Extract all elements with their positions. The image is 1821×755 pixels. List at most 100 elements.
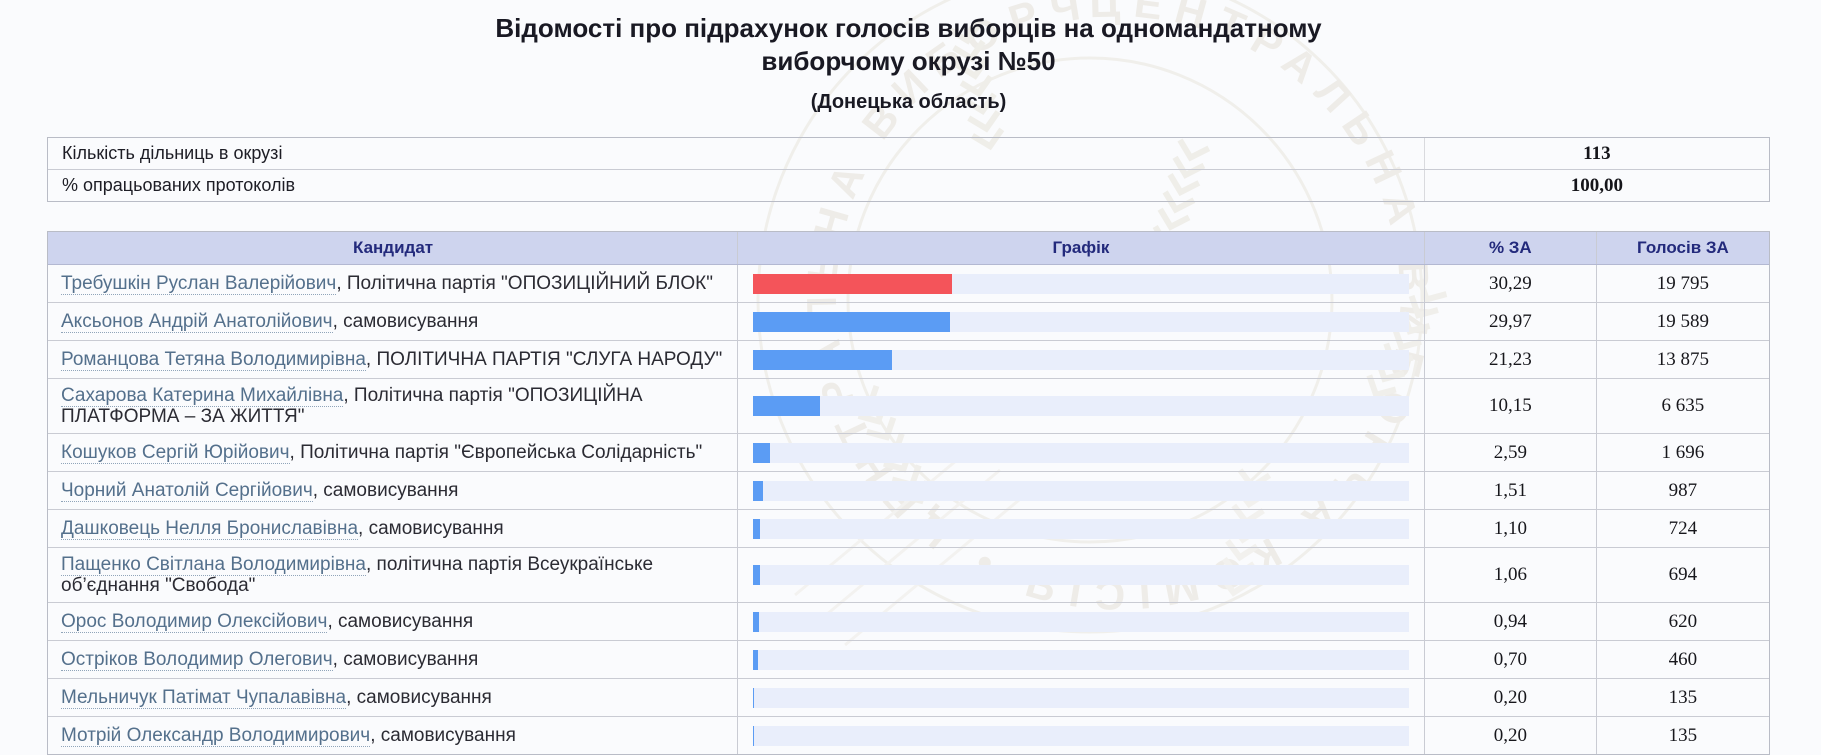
chart-cell: [738, 641, 1425, 678]
result-bar: [753, 649, 758, 670]
candidate-link[interactable]: Романцова Тетяна Володимирівна: [61, 349, 366, 371]
votes-cell: 135: [1668, 686, 1698, 708]
candidate-cell: Чорний Анатолій Сергійович, самовисуванн…: [48, 472, 739, 509]
percent-cell: 1,06: [1425, 548, 1597, 602]
candidate-link[interactable]: Орос Володимир Олексійович: [61, 611, 328, 633]
candidate-link[interactable]: Требушкін Руслан Валерійович: [61, 273, 337, 295]
chart-cell: [738, 379, 1425, 433]
table-row: Требушкін Руслан Валерійович, Політична …: [48, 265, 1769, 302]
table-row: Пащенко Світлана Володимирівна, політичн…: [48, 547, 1769, 602]
table-row: Сахарова Катерина Михайлівна, Політична …: [48, 378, 1769, 433]
bar-track: [753, 687, 1409, 708]
votes-cell: 19 795: [1656, 272, 1710, 294]
percent-cell: 0,70: [1425, 641, 1597, 678]
header-chart: Графік: [738, 232, 1425, 264]
chart-cell: [738, 341, 1425, 378]
candidate-cell: Сахарова Катерина Михайлівна, Політична …: [48, 379, 739, 433]
votes-cell: 694: [1668, 564, 1698, 585]
results-table: Кандидат Графік % ЗА Голосів ЗА Требушкі…: [47, 231, 1770, 755]
candidate-affiliation: , Політична партія "ОПОЗИЦІЙНА ПЛАТФОРМА…: [61, 385, 643, 427]
candidate-affiliation: , самовисування: [346, 687, 492, 708]
chart-cell: [738, 265, 1425, 302]
percent-cell: 30,29: [1425, 265, 1597, 302]
candidate-affiliation: , самовисування: [370, 725, 516, 746]
votes-cell: 19 589: [1656, 310, 1710, 332]
summary-row-precincts: Кількість дільниць в окрузі 113: [48, 138, 1769, 169]
table-header-row: Кандидат Графік % ЗА Голосів ЗА: [48, 232, 1769, 265]
summary-label: Кількість дільниць в окрузі: [62, 143, 283, 163]
bar-track: [753, 611, 1409, 632]
table-row: Орос Володимир Олексійович, самовисуванн…: [48, 602, 1769, 640]
candidate-cell: Орос Володимир Олексійович, самовисуванн…: [48, 603, 739, 640]
percent-cell: 2,59: [1425, 434, 1597, 471]
votes-cell: 13 875: [1656, 348, 1710, 370]
candidate-link[interactable]: Дашковець Нелля Брониславівна: [61, 518, 359, 540]
bar-track: [753, 396, 1409, 416]
candidate-affiliation: , самовисування: [332, 649, 479, 670]
bar-track: [753, 725, 1409, 746]
votes-cell: 987: [1668, 479, 1698, 501]
percent-cell: 0,94: [1425, 603, 1597, 640]
bar-track: [753, 273, 1409, 294]
candidate-link[interactable]: Мельничук Патімат Чупалавівна: [61, 687, 347, 709]
candidate-cell: Требушкін Руслан Валерійович, Політична …: [48, 265, 739, 302]
candidate-cell: Пащенко Світлана Володимирівна, політичн…: [48, 548, 739, 602]
bar-track: [753, 649, 1409, 670]
table-row: Чорний Анатолій Сергійович, самовисуванн…: [48, 471, 1769, 509]
bar-track: [753, 518, 1409, 539]
votes-cell: 6 635: [1661, 395, 1705, 416]
chart-cell: [738, 679, 1425, 716]
summary-value: 113: [1423, 138, 1769, 169]
percent-cell: 0,20: [1425, 717, 1597, 754]
candidate-affiliation: , самовисування: [358, 518, 504, 539]
result-bar: [753, 311, 950, 332]
result-bar: [753, 687, 755, 708]
percent-cell: 21,23: [1425, 341, 1597, 378]
header-votes: Голосів ЗА: [1637, 238, 1729, 257]
candidate-link[interactable]: Пащенко Світлана Володимирівна: [61, 554, 366, 576]
candidate-affiliation: , самовисування: [327, 611, 474, 632]
result-bar: [753, 396, 820, 416]
candidate-affiliation: , Політична партія "Європейська Солідарн…: [289, 442, 703, 463]
result-bar: [753, 611, 760, 632]
table-row: Мельничук Патімат Чупалавівна, самовисув…: [48, 678, 1769, 716]
table-row: Дашковець Нелля Брониславівна, самовисув…: [48, 509, 1769, 547]
percent-cell: 0,20: [1425, 679, 1597, 716]
result-bar: [753, 273, 952, 294]
chart-cell: [738, 717, 1425, 754]
header-percent: % ЗА: [1425, 232, 1597, 264]
table-row: Кошуков Сергій Юрійович, Політична парті…: [48, 433, 1769, 471]
bar-track: [753, 349, 1409, 370]
summary-value: 100,00: [1423, 170, 1769, 201]
percent-cell: 29,97: [1425, 303, 1597, 340]
votes-cell: 460: [1668, 648, 1698, 670]
candidate-affiliation: , Політична партія "ОПОЗИЦІЙНИЙ БЛОК": [336, 273, 713, 294]
result-bar: [753, 565, 761, 585]
candidate-link[interactable]: Аксьонов Андрій Анатолійович: [61, 311, 333, 333]
candidate-cell: Дашковець Нелля Брониславівна, самовисув…: [48, 510, 739, 547]
result-bar: [753, 480, 763, 501]
result-bar: [753, 725, 755, 746]
summary-row-protocols: % опрацьованих протоколів 100,00: [48, 169, 1769, 201]
candidate-cell: Мельничук Патімат Чупалавівна, самовисув…: [48, 679, 739, 716]
table-row: Остріков Володимир Олегович, самовисуван…: [48, 640, 1769, 678]
candidate-affiliation: , самовисування: [312, 480, 459, 501]
percent-cell: 1,51: [1425, 472, 1597, 509]
page-title: Відомості про підрахунок голосів виборці…: [495, 13, 1322, 76]
chart-cell: [738, 472, 1425, 509]
candidate-link[interactable]: Мотрій Олександр Володимирович: [61, 725, 371, 747]
candidate-cell: Мотрій Олександр Володимирович, самовису…: [48, 717, 739, 754]
candidate-affiliation: , самовисування: [332, 311, 479, 332]
bar-track: [753, 442, 1409, 463]
bar-track: [753, 565, 1409, 585]
table-row: Мотрій Олександр Володимирович, самовису…: [48, 716, 1769, 754]
candidate-link[interactable]: Чорний Анатолій Сергійович: [61, 480, 313, 502]
candidate-affiliation: , політична партія Всеукраїнське об’єдна…: [61, 554, 654, 596]
candidate-link[interactable]: Сахарова Катерина Михайлівна: [61, 385, 344, 407]
candidate-link[interactable]: Остріков Володимир Олегович: [61, 649, 333, 671]
candidate-link[interactable]: Кошуков Сергій Юрійович: [61, 442, 290, 464]
summary-table: Кількість дільниць в окрузі 113 % опраць…: [47, 137, 1770, 202]
votes-cell: 724: [1668, 517, 1698, 539]
votes-cell: 1 696: [1661, 441, 1705, 463]
bar-track: [753, 480, 1409, 501]
